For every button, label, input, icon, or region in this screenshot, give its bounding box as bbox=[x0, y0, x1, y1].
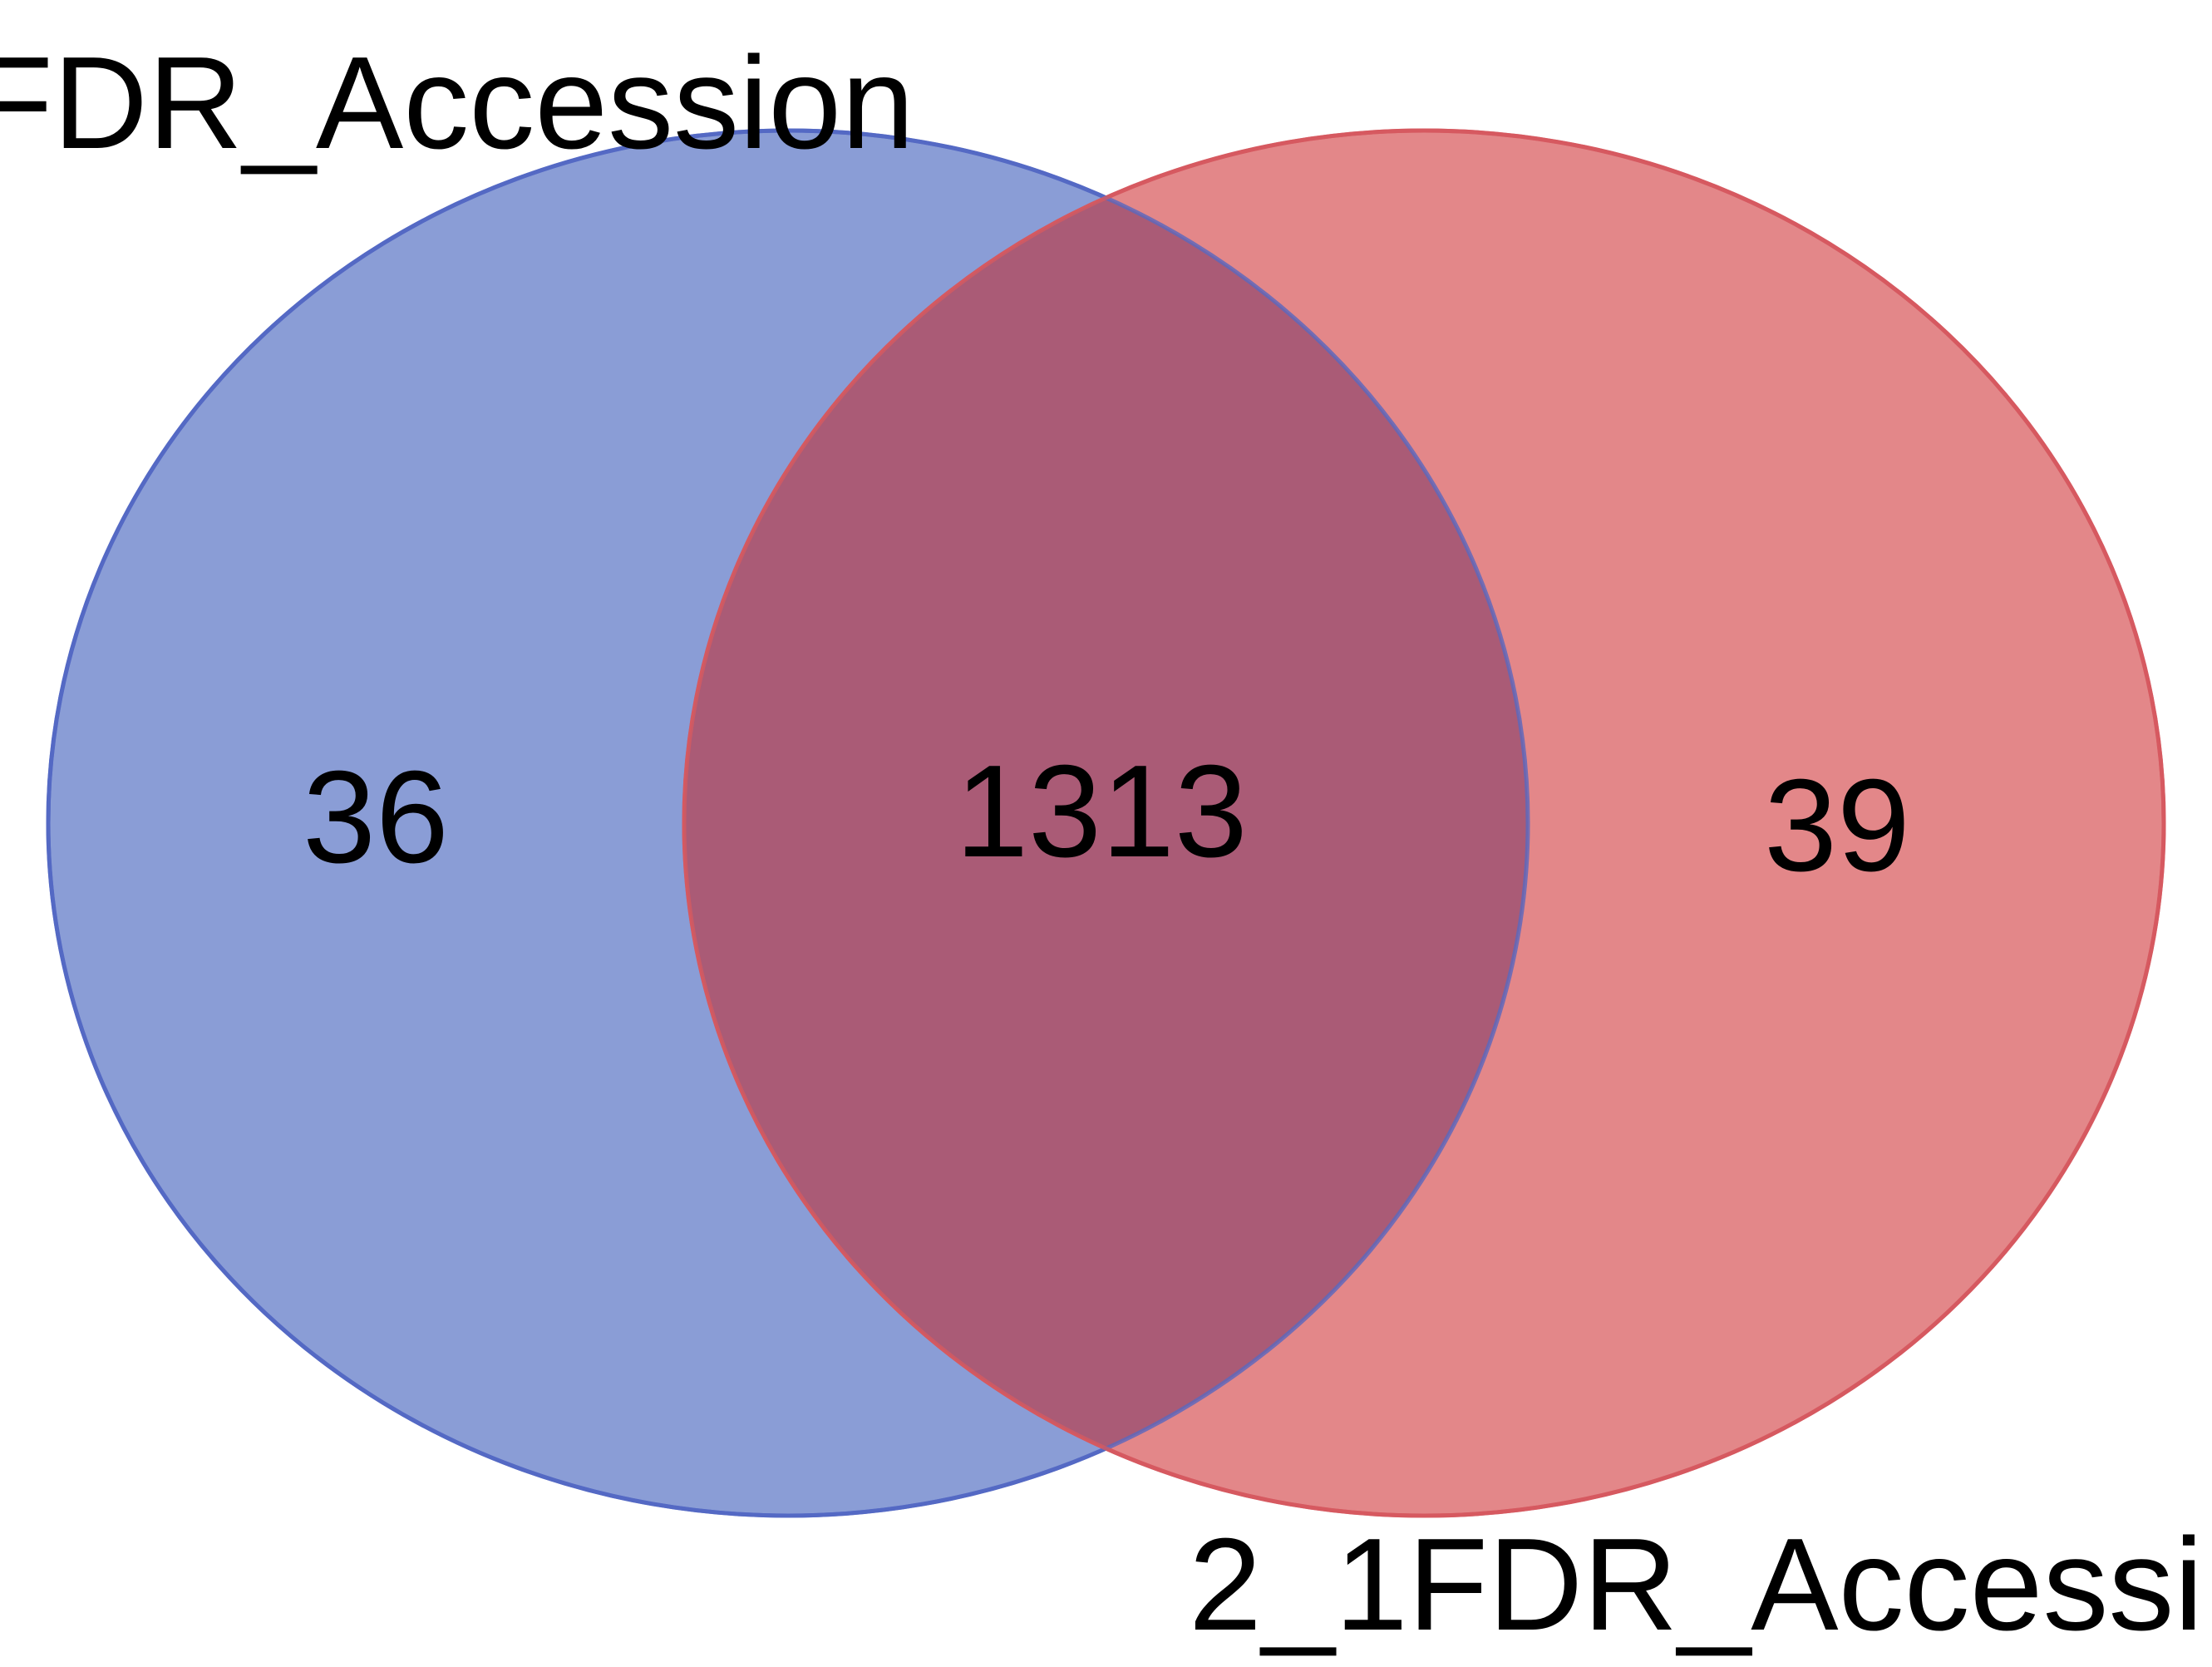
intersection-count: 1313 bbox=[955, 738, 1248, 885]
set-b-only-count: 39 bbox=[1764, 752, 1910, 899]
set-a-label: FDR_Accession bbox=[0, 30, 914, 176]
set-a-only-count: 36 bbox=[303, 744, 449, 890]
intersection-region bbox=[684, 131, 1528, 1516]
set-b-label: 2_1FDR_Accessi bbox=[1189, 1512, 2204, 1658]
set-b-outline bbox=[682, 128, 2166, 1518]
set-a-outline bbox=[46, 128, 1530, 1518]
